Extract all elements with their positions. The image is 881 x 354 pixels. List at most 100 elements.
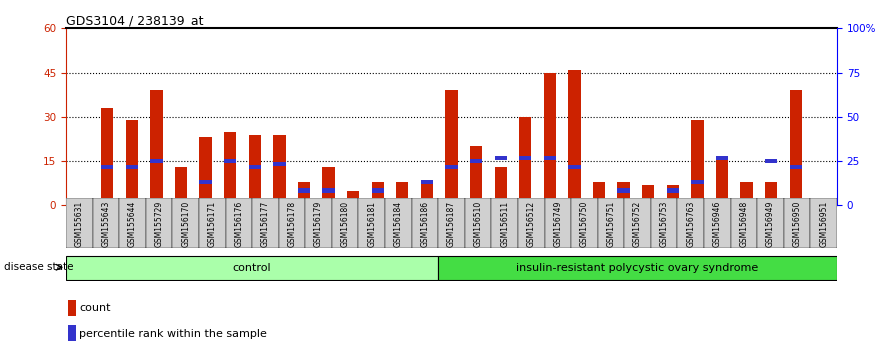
Text: GSM156948: GSM156948 — [739, 201, 749, 247]
Bar — [66, 198, 93, 248]
Bar — [667, 188, 679, 193]
Bar — [347, 190, 359, 205]
Bar — [677, 198, 704, 248]
Bar — [173, 198, 199, 248]
Text: disease state: disease state — [4, 262, 74, 272]
Bar — [119, 198, 146, 248]
Text: GSM156179: GSM156179 — [315, 201, 323, 247]
Text: GSM156170: GSM156170 — [181, 201, 190, 247]
Text: GSM156176: GSM156176 — [234, 201, 243, 247]
FancyBboxPatch shape — [66, 256, 438, 280]
Bar — [298, 182, 310, 205]
Bar — [593, 200, 605, 205]
Text: GSM156187: GSM156187 — [447, 201, 456, 247]
Bar — [784, 198, 811, 248]
Text: GSM155643: GSM155643 — [101, 201, 110, 247]
Text: GSM156181: GSM156181 — [367, 201, 376, 247]
Text: control: control — [233, 263, 271, 273]
Bar — [126, 120, 138, 205]
Text: GSM156951: GSM156951 — [819, 201, 828, 247]
Bar — [544, 198, 571, 248]
Text: GSM156751: GSM156751 — [606, 201, 616, 247]
Bar — [470, 159, 482, 163]
Bar — [765, 159, 777, 163]
Text: GSM155631: GSM155631 — [75, 201, 84, 247]
Bar — [175, 167, 187, 205]
Bar — [273, 135, 285, 205]
Text: GSM156177: GSM156177 — [261, 201, 270, 247]
Bar — [101, 108, 114, 205]
Bar — [597, 198, 625, 248]
Bar — [571, 198, 597, 248]
Bar — [199, 179, 211, 184]
Text: GSM156171: GSM156171 — [208, 201, 217, 247]
Bar — [494, 167, 507, 205]
Bar — [396, 200, 409, 205]
Bar — [789, 90, 802, 205]
Bar — [625, 198, 651, 248]
Text: GSM156180: GSM156180 — [341, 201, 350, 247]
Bar — [651, 198, 677, 248]
Bar — [224, 159, 236, 163]
Bar — [278, 198, 306, 248]
Bar — [716, 156, 728, 160]
FancyBboxPatch shape — [438, 256, 837, 280]
Text: GSM156946: GSM156946 — [713, 201, 722, 247]
Bar — [618, 182, 630, 205]
Bar — [372, 182, 384, 205]
Text: GSM156186: GSM156186 — [420, 201, 429, 247]
Bar — [593, 182, 605, 205]
Bar — [692, 179, 704, 184]
Bar — [465, 198, 492, 248]
Bar — [642, 185, 655, 205]
Bar — [146, 198, 173, 248]
Bar — [199, 137, 211, 205]
Text: GSM156511: GSM156511 — [500, 201, 509, 247]
Bar — [716, 158, 728, 205]
Bar — [322, 167, 335, 205]
Bar — [544, 73, 556, 205]
Text: GSM156752: GSM156752 — [633, 201, 642, 247]
Bar — [667, 185, 679, 205]
Text: GSM156178: GSM156178 — [287, 201, 297, 247]
Bar — [518, 198, 544, 248]
Bar — [306, 198, 332, 248]
Bar — [421, 182, 433, 205]
Bar — [494, 156, 507, 160]
Text: count: count — [79, 303, 111, 313]
Bar — [298, 188, 310, 193]
Bar — [446, 90, 457, 205]
Bar — [730, 198, 757, 248]
Bar — [175, 200, 187, 205]
Bar — [101, 165, 114, 169]
Bar — [519, 117, 531, 205]
Text: GSM155729: GSM155729 — [154, 201, 164, 247]
Bar — [757, 198, 784, 248]
Bar — [372, 188, 384, 193]
Text: GSM156950: GSM156950 — [793, 201, 802, 247]
Text: insulin-resistant polycystic ovary syndrome: insulin-resistant polycystic ovary syndr… — [516, 263, 759, 273]
Bar — [568, 70, 581, 205]
Bar — [470, 146, 482, 205]
Bar — [252, 198, 278, 248]
Bar — [199, 198, 226, 248]
Bar — [765, 182, 777, 205]
Bar — [642, 200, 655, 205]
Bar — [248, 135, 261, 205]
Bar — [69, 325, 77, 341]
Bar — [359, 198, 385, 248]
Bar — [347, 200, 359, 205]
Bar — [618, 188, 630, 193]
Bar — [396, 182, 409, 205]
Bar — [438, 198, 465, 248]
Bar — [151, 90, 163, 205]
Bar — [69, 300, 77, 316]
Bar — [421, 179, 433, 184]
Bar — [492, 198, 518, 248]
Text: GSM156750: GSM156750 — [580, 201, 589, 247]
Bar — [322, 188, 335, 193]
Text: percentile rank within the sample: percentile rank within the sample — [79, 329, 267, 339]
Bar — [93, 198, 119, 248]
Bar — [273, 162, 285, 166]
Text: GSM156749: GSM156749 — [553, 201, 562, 247]
